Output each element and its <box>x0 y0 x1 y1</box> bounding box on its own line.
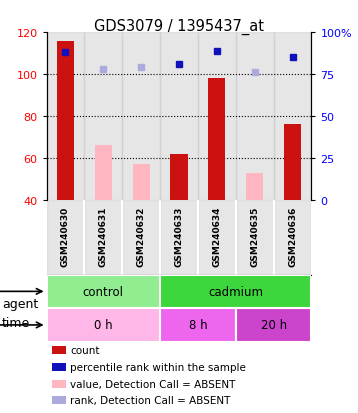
Text: value, Detection Call = ABSENT: value, Detection Call = ABSENT <box>71 379 236 389</box>
Bar <box>246 173 263 200</box>
Bar <box>160 309 236 342</box>
Text: GDS3079 / 1395437_at: GDS3079 / 1395437_at <box>94 19 264 35</box>
Text: control: control <box>83 285 124 298</box>
Text: percentile rank within the sample: percentile rank within the sample <box>71 362 246 372</box>
Bar <box>47 275 160 309</box>
Text: cadmium: cadmium <box>208 285 263 298</box>
Bar <box>47 33 84 200</box>
Text: 8 h: 8 h <box>189 319 207 332</box>
Bar <box>170 154 188 200</box>
Bar <box>274 200 311 275</box>
Bar <box>84 33 122 200</box>
Bar <box>160 200 198 275</box>
Text: agent: agent <box>2 297 38 310</box>
Text: 0 h: 0 h <box>94 319 113 332</box>
Bar <box>47 200 84 275</box>
Text: GSM240630: GSM240630 <box>61 206 70 266</box>
Text: time: time <box>2 316 30 330</box>
Text: GSM240633: GSM240633 <box>174 206 184 267</box>
Text: rank, Detection Call = ABSENT: rank, Detection Call = ABSENT <box>71 396 231 406</box>
Bar <box>198 200 236 275</box>
Bar <box>160 33 198 200</box>
Bar <box>52 380 66 388</box>
Bar <box>57 41 74 200</box>
Bar <box>236 200 274 275</box>
Bar <box>160 275 311 309</box>
Text: GSM240631: GSM240631 <box>99 206 108 267</box>
Bar <box>208 79 226 200</box>
Bar <box>47 309 160 342</box>
Text: GSM240636: GSM240636 <box>288 206 297 267</box>
Text: count: count <box>71 345 100 355</box>
Bar <box>122 200 160 275</box>
Text: GSM240634: GSM240634 <box>212 206 221 267</box>
Bar <box>52 396 66 404</box>
Bar <box>198 33 236 200</box>
Bar <box>274 33 311 200</box>
Bar <box>95 146 112 200</box>
Bar <box>132 165 150 200</box>
Bar <box>52 346 66 354</box>
Bar <box>122 33 160 200</box>
Bar <box>52 363 66 371</box>
Bar <box>284 125 301 200</box>
Bar <box>84 200 122 275</box>
Text: GSM240632: GSM240632 <box>137 206 146 267</box>
Bar <box>236 309 311 342</box>
Bar <box>236 33 274 200</box>
Text: GSM240635: GSM240635 <box>250 206 259 267</box>
Text: 20 h: 20 h <box>261 319 287 332</box>
